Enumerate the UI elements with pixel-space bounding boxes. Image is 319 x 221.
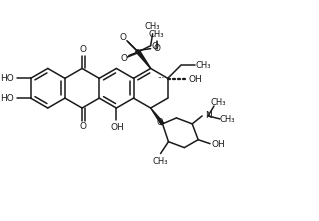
Polygon shape (151, 108, 164, 125)
Text: CH₃: CH₃ (145, 22, 160, 31)
Text: OH: OH (189, 75, 202, 84)
Text: O: O (151, 42, 158, 51)
Text: CH₃: CH₃ (153, 157, 168, 166)
Text: O: O (153, 44, 160, 53)
Text: OH: OH (211, 140, 225, 149)
Text: HO: HO (0, 94, 14, 103)
Text: CH₃: CH₃ (210, 98, 226, 107)
Text: CH₃: CH₃ (196, 61, 211, 70)
Polygon shape (136, 50, 151, 69)
Text: O: O (119, 33, 126, 42)
Text: OH: OH (110, 123, 124, 132)
Polygon shape (138, 51, 151, 69)
Text: O: O (79, 45, 86, 54)
Text: N: N (205, 111, 211, 120)
Text: CH₃: CH₃ (219, 115, 234, 124)
Text: O: O (121, 54, 127, 63)
Text: CH₃: CH₃ (149, 30, 164, 39)
Text: •••: ••• (158, 77, 165, 81)
Text: O: O (156, 118, 163, 127)
Text: HO: HO (0, 74, 14, 83)
Text: O: O (79, 122, 86, 131)
